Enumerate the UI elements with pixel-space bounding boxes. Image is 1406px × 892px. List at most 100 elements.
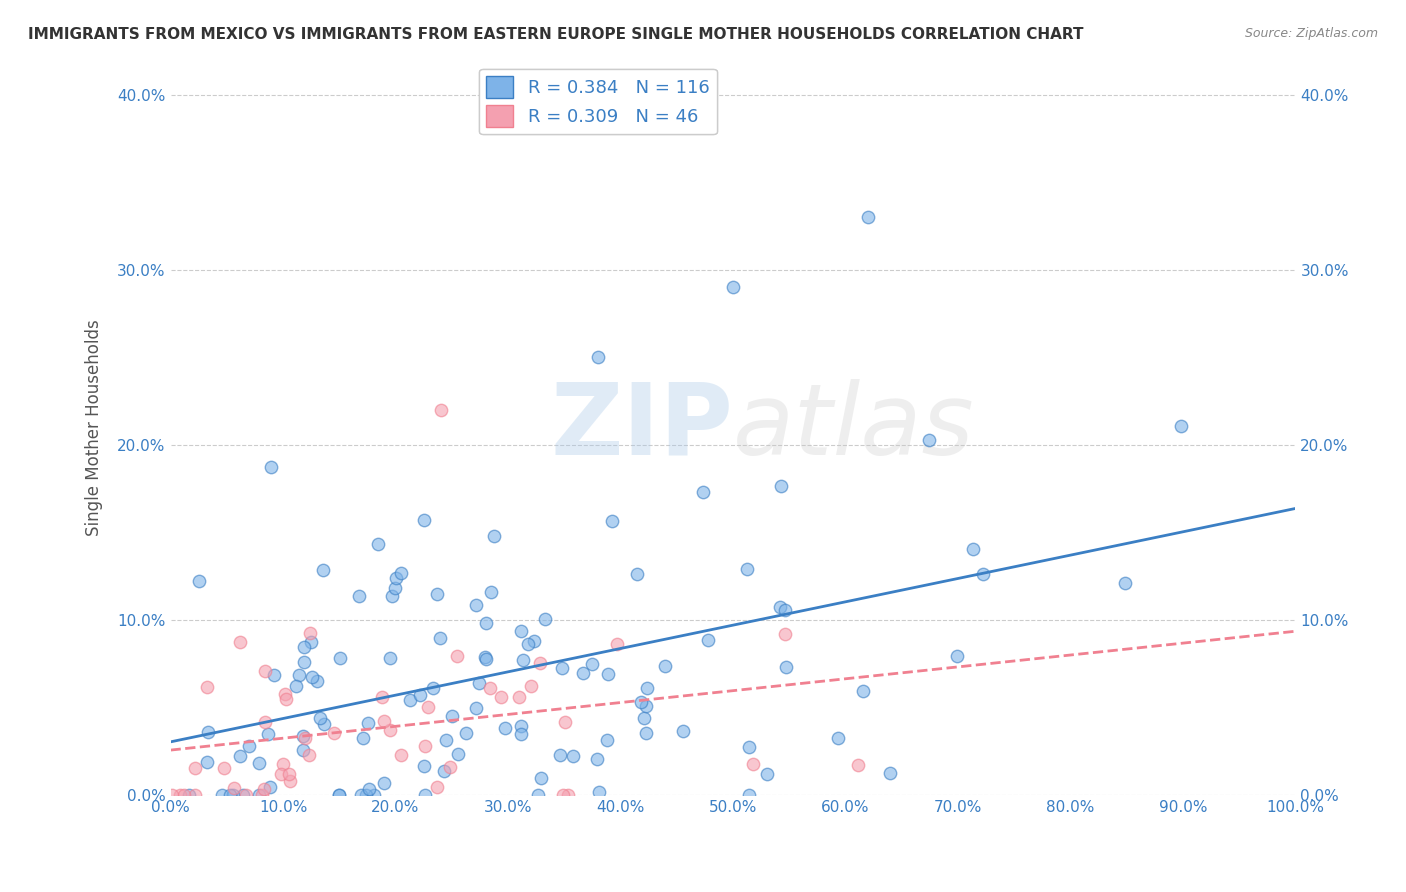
Point: [263, 668, 285, 682]
Point: [384, 581, 406, 595]
Point: [413, 788, 436, 802]
Point: [523, 634, 546, 648]
Point: [357, 782, 380, 797]
Point: [221, 788, 243, 802]
Point: [572, 666, 595, 681]
Point: [735, 562, 758, 576]
Point: [529, 656, 551, 670]
Point: [626, 566, 648, 581]
Point: [247, 788, 270, 802]
Point: [769, 599, 792, 614]
Point: [183, 788, 205, 802]
Point: [586, 751, 609, 765]
Point: [211, 788, 233, 802]
Point: [323, 726, 346, 740]
Point: [409, 688, 432, 702]
Point: [314, 717, 336, 731]
Point: [972, 567, 994, 582]
Point: [474, 616, 496, 631]
Point: [879, 765, 901, 780]
Point: [385, 570, 408, 584]
Point: [277, 767, 299, 781]
Point: [510, 727, 533, 741]
Point: [292, 742, 315, 756]
Point: [475, 652, 498, 666]
Point: [494, 721, 516, 735]
Point: [252, 788, 274, 802]
Point: [188, 574, 211, 588]
Point: [510, 719, 533, 733]
Point: [229, 748, 252, 763]
Text: Source: ZipAtlas.com: Source: ZipAtlas.com: [1244, 27, 1378, 40]
Point: [232, 788, 254, 802]
Point: [253, 664, 276, 678]
Point: [464, 701, 486, 715]
Point: [357, 715, 380, 730]
Point: [352, 731, 374, 746]
Point: [600, 514, 623, 528]
Point: [389, 748, 412, 763]
Point: [257, 727, 280, 741]
Point: [517, 637, 540, 651]
Point: [329, 650, 352, 665]
Point: [270, 767, 292, 781]
Point: [1114, 576, 1136, 591]
Point: [852, 684, 875, 698]
Point: [434, 733, 457, 747]
Point: [260, 459, 283, 474]
Point: [769, 479, 792, 493]
Point: [856, 210, 879, 224]
Point: [581, 657, 603, 672]
Point: [446, 648, 468, 663]
Point: [184, 761, 207, 775]
Point: [551, 661, 574, 675]
Point: [177, 788, 200, 802]
Point: [697, 632, 720, 647]
Point: [373, 714, 395, 728]
Point: [742, 757, 765, 772]
Point: [447, 747, 470, 761]
Point: [654, 659, 676, 673]
Text: atlas: atlas: [733, 378, 974, 475]
Point: [636, 698, 658, 713]
Point: [557, 788, 579, 802]
Point: [309, 711, 332, 725]
Point: [489, 690, 512, 704]
Point: [474, 650, 496, 665]
Point: [328, 788, 350, 802]
Text: IMMIGRANTS FROM MEXICO VS IMMIGRANTS FROM EASTERN EUROPE SINGLE MOTHER HOUSEHOLD: IMMIGRANTS FROM MEXICO VS IMMIGRANTS FRO…: [28, 27, 1084, 42]
Point: [381, 589, 404, 603]
Point: [299, 626, 322, 640]
Point: [224, 780, 246, 795]
Point: [219, 788, 242, 802]
Point: [173, 788, 195, 802]
Point: [212, 761, 235, 775]
Point: [294, 731, 316, 745]
Point: [630, 695, 652, 709]
Point: [526, 788, 548, 802]
Point: [773, 626, 796, 640]
Point: [292, 655, 315, 669]
Point: [561, 749, 583, 764]
Point: [827, 731, 849, 745]
Point: [350, 788, 373, 802]
Point: [274, 687, 297, 701]
Point: [534, 611, 557, 625]
Point: [634, 726, 657, 740]
Point: [484, 529, 506, 543]
Point: [305, 673, 328, 688]
Text: ZIP: ZIP: [550, 378, 733, 475]
Point: [389, 566, 412, 580]
Point: [588, 785, 610, 799]
Point: [946, 648, 969, 663]
Point: [633, 711, 655, 725]
Point: [253, 715, 276, 730]
Y-axis label: Single Mother Households: Single Mother Households: [86, 318, 103, 535]
Point: [363, 788, 385, 802]
Point: [399, 692, 422, 706]
Point: [468, 676, 491, 690]
Legend: R = 0.384   N = 116, R = 0.309   N = 46: R = 0.384 N = 116, R = 0.309 N = 46: [479, 69, 717, 135]
Point: [238, 739, 260, 754]
Point: [292, 640, 315, 655]
Point: [439, 760, 461, 774]
